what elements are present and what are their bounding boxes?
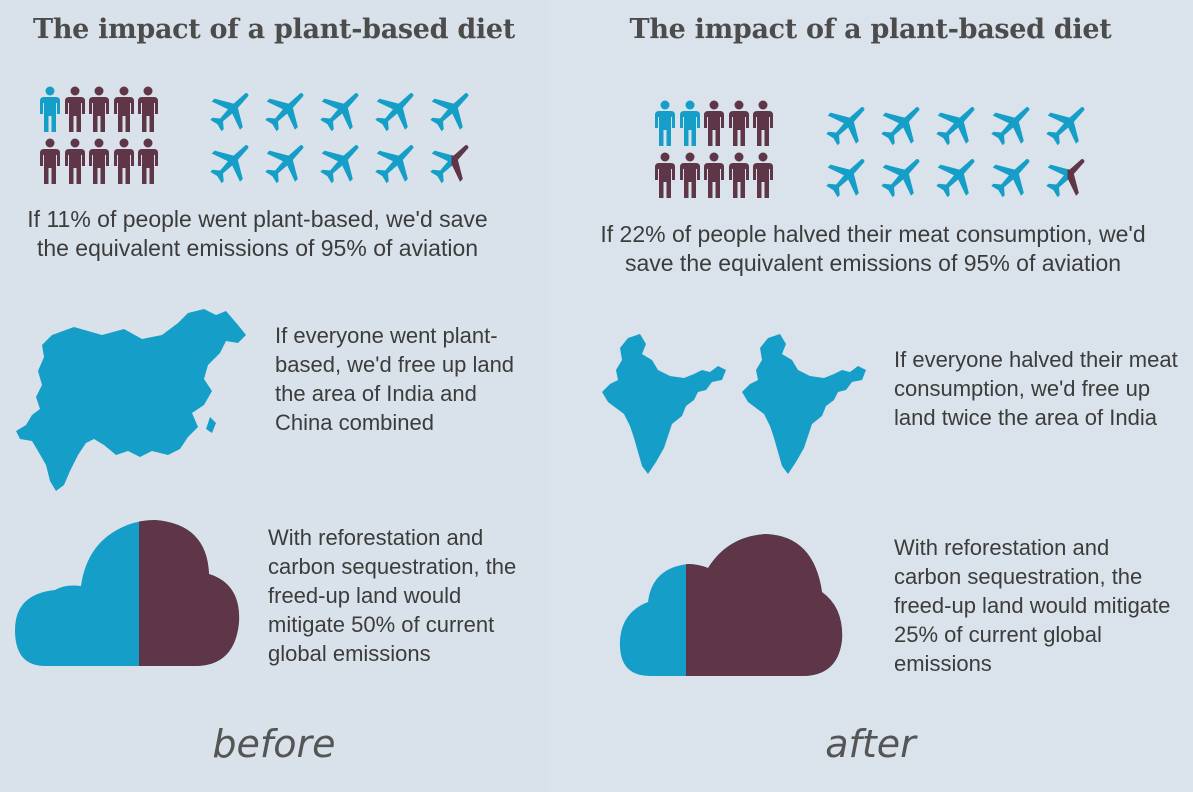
people-row-top	[653, 100, 776, 148]
plane-row-top	[204, 86, 479, 134]
plane-icon	[210, 145, 249, 184]
aviation-caption: If 22% of people halved their meat consu…	[600, 221, 1146, 276]
plane-icon	[991, 159, 1030, 198]
plane-icon	[991, 107, 1030, 146]
person-icon	[704, 100, 724, 146]
person-icon	[655, 152, 675, 198]
cloud-icon	[619, 534, 843, 676]
person-icon	[64, 86, 85, 132]
india-map-icon	[742, 334, 866, 474]
person-icon	[64, 138, 85, 184]
plane-icon	[881, 107, 920, 146]
person-icon	[753, 152, 773, 198]
person-icon	[138, 86, 158, 132]
plane-row-top	[820, 100, 1095, 148]
plane-icon	[936, 107, 975, 146]
plane-icon	[265, 93, 304, 132]
person-icon	[753, 100, 773, 146]
plane-icon	[320, 93, 359, 132]
plane-icon	[1046, 159, 1085, 198]
panel-title: The impact of a plant-based diet	[33, 14, 515, 45]
plane-row-bottom	[204, 138, 479, 186]
plane-icon	[375, 93, 414, 132]
panel-title: The impact of a plant-based diet	[629, 14, 1112, 45]
cloud-icon	[15, 520, 240, 666]
person-icon	[655, 100, 675, 146]
plane-row-bottom	[820, 152, 1095, 200]
person-icon	[728, 152, 749, 198]
plane-icon	[936, 159, 975, 198]
mitigation-text: With reforestation and carbon sequestrat…	[894, 535, 1171, 676]
plane-icon	[430, 145, 469, 184]
plane-icon	[1046, 107, 1085, 146]
plane-icon	[265, 145, 304, 184]
land-text: If everyone halved their meat consumptio…	[894, 347, 1178, 430]
person-icon	[40, 86, 60, 132]
person-icon	[138, 138, 158, 184]
person-icon	[89, 138, 109, 184]
person-icon	[113, 86, 134, 132]
person-icon	[679, 152, 700, 198]
after-label: after	[825, 722, 916, 766]
plane-icon	[826, 159, 865, 198]
china-india-map-icon	[16, 309, 246, 491]
person-icon	[113, 138, 134, 184]
mitigation-text: With reforestation and carbon sequestrat…	[268, 525, 517, 666]
land-text: If everyone went plant-based, we'd free …	[275, 323, 515, 435]
plane-icon	[320, 145, 359, 184]
person-icon	[679, 100, 700, 146]
aviation-caption: If 11% of people went plant-based, we'd …	[27, 206, 488, 261]
plane-icon	[375, 145, 414, 184]
plane-icon	[881, 159, 920, 198]
person-icon	[89, 86, 109, 132]
people-row-bottom	[38, 138, 161, 186]
people-row-top	[38, 86, 161, 134]
after-panel: The impact of a plant-based diet If 22% …	[548, 0, 1193, 792]
person-icon	[728, 100, 749, 146]
people-row-bottom	[653, 152, 776, 200]
before-panel: The impact of a plant-based diet If 11% …	[0, 0, 548, 792]
plane-icon	[430, 93, 469, 132]
person-icon	[704, 152, 724, 198]
plane-icon	[826, 107, 865, 146]
person-icon	[40, 138, 60, 184]
india-map-icon	[602, 334, 726, 474]
plane-icon	[210, 93, 249, 132]
before-label: before	[212, 722, 336, 766]
